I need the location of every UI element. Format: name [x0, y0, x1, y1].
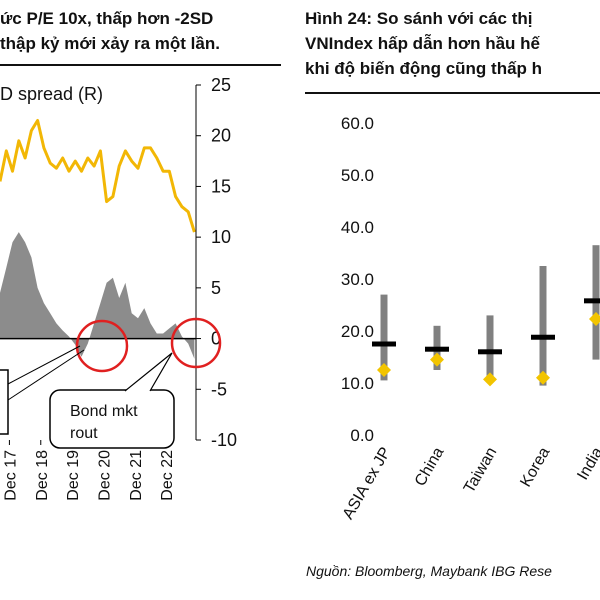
right-title-line-3: khi độ biến động cũng thấp h — [305, 59, 543, 78]
left-chart: 25 20 15 10 5 0 -5 -10 Dec 17 Dec 18 Dec 19 Dec 20 D… — [0, 75, 237, 501]
callout-pointer-left-a — [7, 345, 81, 385]
spread-area — [0, 232, 195, 359]
highlight-circle-2019 — [75, 319, 129, 373]
current-marker — [478, 349, 502, 355]
left-title-line-1: ức P/E 10x, thấp hơn -2SD — [0, 9, 214, 28]
category-label: Taiwan — [461, 445, 501, 497]
y-tick-label: 30.0 — [341, 270, 374, 289]
y-tick-label: 60.0 — [341, 114, 374, 133]
median-marker — [536, 370, 550, 385]
annotation-text-line-1: Bond mkt — [70, 403, 138, 420]
right-y-tick-label: 10 — [211, 227, 231, 247]
legend-spread-label: D spread (R) — [0, 84, 103, 104]
current-marker — [425, 346, 449, 352]
highlight-circle-2022 — [170, 317, 222, 369]
right-y-tick-label: 25 — [211, 75, 231, 95]
x-tick-label: Dec 17 — [2, 450, 19, 501]
range-bar — [539, 266, 547, 386]
y-tick-label: 10.0 — [341, 374, 374, 393]
right-y-tick-label: 5 — [211, 278, 221, 298]
x-tick-label: Dec 18 — [34, 450, 51, 501]
right-y-tick-label: 20 — [211, 126, 231, 146]
current-marker — [584, 298, 600, 304]
callout-box-left — [0, 369, 9, 435]
category-label: ASIA ex JP — [340, 445, 395, 523]
left-chart-title: ức P/E 10x, thấp hơn -2SD thập kỷ mới xả… — [0, 6, 220, 56]
category-label: India — [574, 444, 600, 483]
right-y-tick-label: -10 — [211, 430, 237, 450]
median-marker — [430, 352, 444, 367]
x-tick-label: Dec 19 — [65, 450, 82, 501]
category-label: Korea — [517, 444, 553, 490]
annotation-box — [49, 389, 175, 449]
right-y-tick-label: 0 — [211, 329, 221, 349]
right-y-tick-label: 15 — [211, 176, 231, 196]
left-title-underline — [0, 64, 281, 66]
right-title-line-1: Hình 24: So sánh với các thị — [305, 9, 533, 28]
y-tick-label: 40.0 — [341, 218, 374, 237]
callout-pointer-left-b — [7, 349, 85, 401]
median-marker — [377, 363, 391, 377]
y-tick-label: 0.0 — [350, 426, 374, 445]
right-title-underline — [305, 92, 600, 94]
right-chart-title: Hình 24: So sánh với các thị VNIndex hấp… — [305, 6, 542, 81]
pe-line — [0, 119, 196, 233]
median-marker — [589, 312, 600, 327]
current-marker — [372, 341, 396, 347]
median-marker — [483, 372, 497, 387]
y-tick-label: 50.0 — [341, 166, 374, 185]
right-title-line-2: VNIndex hấp dẫn hơn hầu hế — [305, 34, 540, 53]
x-tick-label: Dec 22 — [159, 450, 176, 501]
annotation-text-line-2: rout — [70, 425, 98, 442]
right-y-tick-label: -5 — [211, 379, 227, 399]
range-bar — [380, 294, 388, 381]
source-note: Nguồn: Bloomberg, Maybank IBG Rese — [306, 563, 552, 579]
annotation-pointer — [124, 352, 173, 392]
y-tick-label: 20.0 — [341, 322, 374, 341]
x-tick-label: Dec 21 — [128, 450, 145, 501]
current-marker — [531, 334, 555, 340]
range-bar — [486, 315, 494, 383]
x-tick-label: Dec 20 — [97, 450, 114, 501]
left-title-line-2: thập kỷ mới xảy ra một lần. — [0, 34, 220, 53]
category-label: China — [412, 444, 448, 489]
